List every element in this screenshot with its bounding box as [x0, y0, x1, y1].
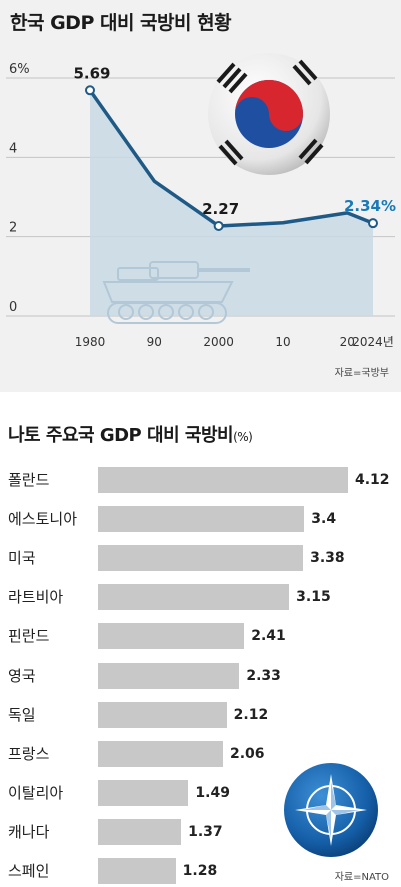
nato-emblem-icon	[284, 763, 378, 857]
korea-chart-source: 자료=국방부	[334, 368, 389, 379]
bar-value-label: 4.12	[355, 472, 390, 488]
bar	[98, 740, 223, 767]
bar-value-label: 1.28	[182, 863, 218, 879]
tank-icon	[102, 261, 250, 324]
data-point	[213, 220, 224, 231]
data-point	[368, 218, 378, 229]
bar-category-label: 독일	[8, 705, 36, 724]
bar-category-label: 미국	[8, 549, 36, 568]
line-series	[88, 89, 374, 228]
bar-category-label: 핀란드	[8, 627, 50, 646]
y-tick-label: 4	[9, 141, 17, 156]
bar	[98, 662, 240, 689]
bar	[98, 779, 189, 806]
x-tick-label: 10	[275, 335, 290, 349]
data-label: 2.27	[202, 200, 239, 218]
nato-chart-unit: (%)	[233, 430, 253, 444]
bar	[98, 858, 176, 884]
bar	[98, 506, 305, 533]
bar-category-label: 스페인	[8, 862, 50, 880]
bar-value-label: 1.49	[195, 784, 230, 801]
bar	[98, 701, 227, 728]
bar-category-label: 에스토니아	[8, 510, 78, 529]
bar-value-label: 2.06	[230, 745, 265, 762]
bar-value-label: 2.12	[233, 706, 269, 723]
bar-category-label: 캐나다	[8, 822, 50, 841]
y-tick-label: 0	[9, 300, 17, 315]
bar-category-label: 프랑스	[8, 744, 50, 763]
nato-chart-title-text: 나토 주요국 GDP 대비 국방비	[8, 425, 234, 446]
bar-value-label: 3.4	[311, 511, 337, 528]
data-label: 2.34%	[344, 197, 396, 215]
line-area-fill	[90, 90, 373, 317]
data-label: 5.69	[73, 64, 110, 82]
korea-flag-ball-icon	[208, 53, 330, 175]
korea-chart-title: 한국 GDP 대비 국방비 현황	[10, 12, 232, 34]
bar	[98, 818, 182, 845]
bar-category-label: 영국	[8, 666, 36, 685]
nato-chart-title: 나토 주요국 GDP 대비 국방비(%)	[8, 421, 253, 447]
bar	[98, 584, 290, 611]
bar-value-label: 2.33	[246, 667, 281, 684]
nato-chart-source: 자료=NATO	[334, 872, 389, 883]
y-tick-label: 6%	[9, 62, 30, 77]
korea-chart-panel	[0, 0, 401, 392]
bar-category-label: 폴란드	[8, 471, 50, 489]
bar-category-label: 라트비아	[8, 588, 64, 607]
bar-category-label: 이탈리아	[8, 783, 64, 802]
bar	[98, 623, 245, 650]
data-point	[85, 85, 95, 96]
y-tick-label: 2	[9, 221, 17, 236]
bar	[98, 545, 304, 572]
x-tick-label: 90	[147, 335, 162, 349]
bar-value-label: 3.15	[296, 589, 331, 606]
x-tick-label: 2000	[203, 335, 234, 349]
bar-value-label: 1.37	[188, 823, 223, 840]
bar-value-label: 2.41	[251, 628, 286, 645]
x-tick-label: 20	[340, 335, 355, 349]
bar-value-label: 3.38	[310, 550, 345, 567]
bar	[98, 467, 348, 493]
x-tick-label: 2024년	[352, 335, 394, 349]
x-tick-label: 1980	[75, 335, 106, 349]
